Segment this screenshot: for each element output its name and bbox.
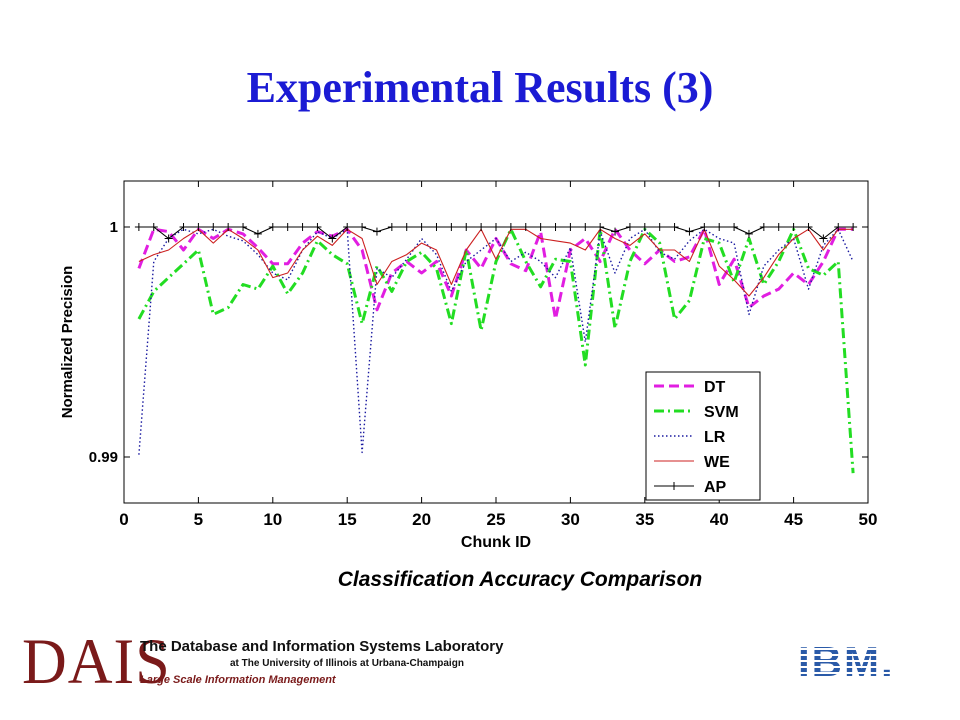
chart-legend: DT SVM LR WE AP [645, 371, 761, 501]
y-tick-label-1: 1 [110, 219, 118, 236]
x-tick-label-30: 30 [561, 510, 580, 529]
point-ap-38 [685, 227, 694, 236]
point-ap-46 [804, 223, 813, 231]
point-ap-9 [253, 229, 262, 238]
x-tick-label-0: 0 [119, 510, 128, 529]
series-line-svm [137, 227, 855, 474]
point-ap-28 [536, 223, 545, 231]
point-ap-6 [209, 223, 218, 231]
point-ap-49 [849, 223, 858, 231]
point-ap-32 [596, 223, 605, 231]
point-ap-47 [819, 234, 828, 243]
point-ap-14 [328, 234, 337, 243]
ibm-logo: IBM. [798, 638, 895, 685]
point-ap-7 [224, 223, 233, 231]
x-tick-label-40: 40 [710, 510, 729, 529]
point-ap-45 [789, 223, 798, 231]
point-ap-39 [700, 223, 709, 231]
x-tick-label-35: 35 [635, 510, 654, 529]
series-line-lr [138, 228, 854, 455]
axis-layer: 0 5 10 15 20 25 30 35 40 45 50 0.99 1 Chunk ID Normali… [59, 180, 878, 551]
legend-item-ap: AP [654, 479, 727, 496]
point-ap-19 [402, 223, 411, 231]
point-ap-22 [447, 223, 456, 231]
series-line-we [138, 228, 854, 297]
point-ap-17 [372, 227, 381, 236]
point-ap-33 [611, 227, 620, 236]
point-ap-10 [268, 223, 277, 231]
point-ap-20 [417, 223, 426, 231]
y-tick-label-0.99: 0.99 [89, 449, 118, 466]
point-ap-4 [179, 223, 188, 231]
x-axis-label: Chunk ID [461, 534, 531, 551]
legend-item-lr: LR [654, 429, 726, 446]
lab-name: The Database and Information Systems Lab… [140, 638, 504, 655]
point-ap-2 [149, 223, 158, 231]
point-ap-3 [164, 234, 173, 243]
point-ap-24 [477, 223, 486, 231]
legend-box [645, 371, 761, 501]
chart-caption: Classification Accuracy Comparison [337, 568, 703, 591]
point-ap-21 [432, 223, 441, 231]
x-tick-label-5: 5 [194, 510, 203, 529]
point-ap-16 [358, 223, 367, 231]
legend-label-ap: AP [704, 479, 727, 496]
x-tick-label-50: 50 [859, 510, 878, 529]
x-tick-label-20: 20 [412, 510, 431, 529]
point-ap-31 [581, 223, 590, 231]
point-ap-35 [640, 223, 649, 231]
point-ap-41 [730, 223, 739, 231]
point-ap-11 [283, 223, 292, 231]
point-ap-36 [655, 223, 664, 231]
lab-subtitle: Large Scale Information Management [140, 674, 336, 686]
point-ap-23 [462, 223, 471, 231]
footer: DAIS The Database and Information System… [22, 626, 938, 698]
point-ap-37 [670, 223, 679, 231]
point-ap-26 [506, 223, 515, 231]
dais-logo: DAIS [22, 626, 171, 698]
legend-label-we: WE [704, 454, 730, 471]
legend-label-lr: LR [704, 429, 726, 446]
point-ap-1 [134, 223, 143, 231]
legend-item-dt: DT [654, 379, 726, 396]
point-ap-25 [492, 223, 500, 231]
point-ap-8 [239, 223, 248, 231]
point-ap-43 [759, 223, 768, 231]
y-axis-label: Normalized Precision [59, 266, 76, 419]
point-ap-30 [566, 223, 575, 231]
legend-item-we: WE [654, 454, 730, 471]
x-tick-label-25: 25 [487, 510, 506, 529]
slide-title: Experimental Results (3) [246, 63, 714, 112]
lab-university: at The University of Illinois at Urbana-… [230, 658, 464, 669]
point-ap-44 [774, 223, 783, 231]
point-ap-12 [298, 223, 307, 231]
point-ap-27 [521, 223, 530, 231]
series-layer [134, 223, 858, 474]
point-ap-34 [625, 223, 634, 231]
legend-label-dt: DT [704, 379, 726, 396]
point-ap-18 [387, 223, 396, 231]
legend-item-svm: SVM [654, 404, 739, 421]
point-ap-15 [343, 223, 352, 231]
point-ap-42 [744, 229, 753, 238]
x-tick-label-45: 45 [784, 510, 803, 529]
point-ap-29 [551, 223, 560, 231]
legend-label-svm: SVM [704, 404, 739, 421]
point-ap-48 [834, 223, 843, 231]
point-ap-13 [313, 223, 322, 231]
point-ap-40 [715, 223, 724, 231]
x-tick-label-15: 15 [338, 510, 357, 529]
point-ap-5 [194, 223, 203, 231]
x-tick-label-10: 10 [263, 510, 282, 529]
